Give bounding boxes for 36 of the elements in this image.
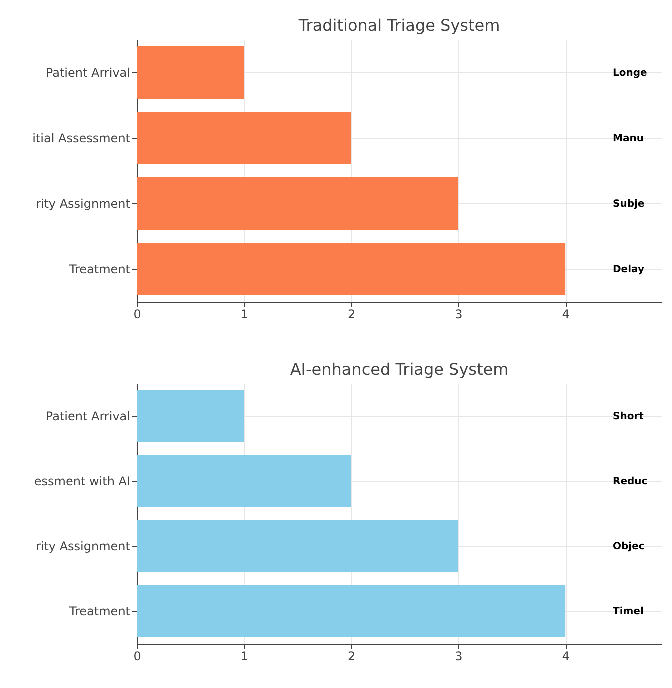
x-tick-label: 1 (240, 650, 248, 664)
y-tick-label: Treatment (68, 262, 131, 276)
bar (137, 456, 352, 508)
annotation: Reduc (613, 476, 648, 488)
x-tick-label: 2 (348, 650, 356, 664)
y-tick-label: Patient Arrival (46, 66, 130, 80)
y-tick-label: rity Assignment (36, 196, 131, 211)
y-tick-label: Treatment (68, 604, 131, 618)
x-tick-label: 0 (134, 650, 142, 664)
x-tick-label: 4 (562, 650, 570, 664)
bar (137, 520, 458, 572)
y-tick-label: itial Assessment (32, 131, 131, 146)
annotation: Manu (613, 133, 644, 144)
bar (137, 586, 566, 638)
x-tick-label: 4 (562, 308, 570, 322)
annotation: Longe (613, 68, 648, 79)
annotation: Subje (613, 198, 645, 210)
x-tick-label: 3 (455, 308, 463, 322)
x-tick-label: 1 (240, 308, 248, 322)
bar (137, 112, 352, 164)
chart-title: AI-enhanced Triage System (290, 360, 509, 379)
y-tick-label: rity Assignment (36, 540, 131, 554)
bar (137, 178, 458, 230)
annotation: Short (613, 412, 644, 422)
bar (137, 46, 244, 99)
y-tick-label: Patient Arrival (46, 410, 130, 424)
bar (137, 243, 566, 296)
y-tick-label: essment with AI (34, 474, 130, 488)
x-tick-label: 0 (134, 308, 142, 322)
annotation: Timel (613, 606, 644, 618)
x-tick-label: 2 (348, 308, 356, 322)
chart-title: Traditional Triage System (298, 16, 500, 35)
x-tick-label: 3 (455, 650, 463, 664)
annotation: Delay (613, 264, 645, 276)
annotation: Objec (613, 542, 645, 552)
bar (137, 390, 244, 442)
